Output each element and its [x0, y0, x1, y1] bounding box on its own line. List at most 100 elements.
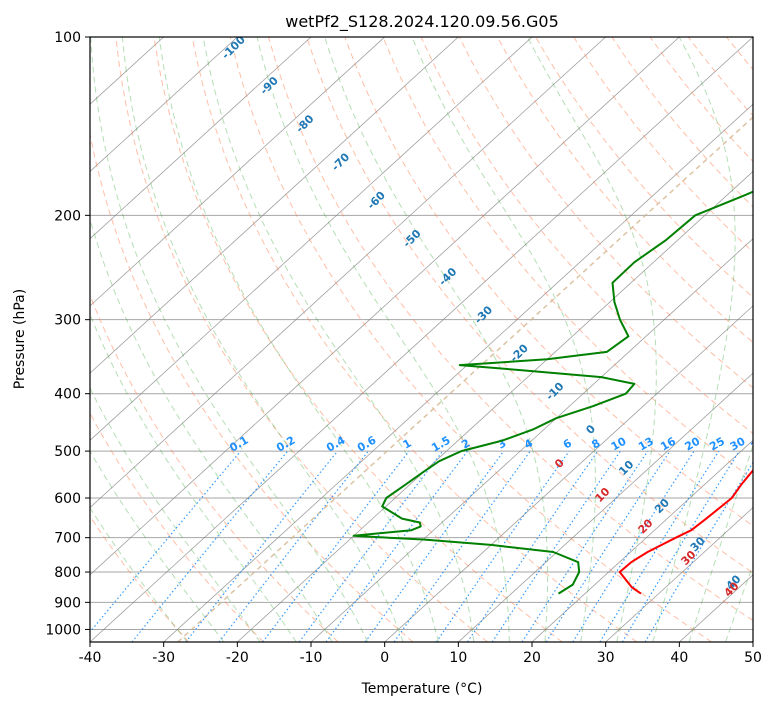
- dry-adiabat-line: [382, 37, 753, 481]
- temperature-profile-line: [618, 468, 753, 595]
- mixing-ratio-line: [435, 450, 570, 642]
- isotherm-line: [163, 103, 753, 642]
- x-tick-label: 10: [449, 650, 467, 666]
- mixing-ratio-line: [521, 450, 649, 642]
- isotherm-line: [310, 238, 753, 642]
- dry-adiabat-label: -10: [543, 380, 566, 403]
- y-tick-label: 900: [54, 595, 81, 611]
- x-axis-label: Temperature (°C): [361, 681, 483, 697]
- y-tick-label: 800: [54, 565, 81, 581]
- dry-adiabat-line: [687, 37, 753, 117]
- dewpoint-profile-line: [352, 190, 753, 595]
- y-tick-label: 600: [54, 491, 81, 507]
- mixing-ratio-label: 6: [561, 436, 574, 451]
- isotherm-line: [90, 37, 606, 509]
- x-tick-label: 50: [744, 650, 762, 666]
- dry-adiabat-line: [535, 37, 753, 298]
- moist-adiabat-line: [90, 217, 333, 642]
- y-tick-label: 400: [54, 387, 81, 403]
- mixing-ratio-line: [545, 450, 671, 642]
- dry-adiabat-label: -90: [258, 74, 281, 97]
- dry-adiabat-line: [496, 37, 753, 344]
- moist-adiabat-line: [411, 37, 596, 642]
- chart-title: wetPf2_S128.2024.120.09.56.G05: [285, 12, 559, 32]
- y-tick-label: 1000: [45, 622, 81, 638]
- mixing-ratio-line: [325, 450, 468, 642]
- x-tick-label: -10: [300, 650, 323, 666]
- saturation-curve-line: [177, 116, 753, 642]
- mixing-ratio-label: 1: [401, 437, 414, 452]
- y-axis-label: Pressure (hPa): [12, 289, 28, 389]
- moist-adiabat-line: [202, 37, 475, 642]
- x-tick-label: -30: [152, 650, 175, 666]
- x-tick-label: 40: [670, 650, 688, 666]
- mixing-ratio-label: 8: [589, 437, 602, 452]
- y-tick-label: 300: [54, 313, 81, 329]
- dry-adiabat-label: -40: [436, 265, 459, 288]
- mixing-ratio-line: [185, 450, 339, 642]
- moist-adiabat-line: [256, 37, 510, 642]
- mixing-ratio-line: [218, 450, 369, 642]
- isotherm-line: [90, 37, 753, 642]
- dry-adiabat-label: -30: [472, 303, 495, 326]
- dry-adiabat-line: [306, 37, 753, 574]
- moist-adiabat-line: [90, 387, 261, 642]
- mixing-ratio-line: [572, 450, 695, 642]
- dry-adiabat-label: 10: [616, 458, 636, 478]
- axis-ticks: -40 -30 -20 -10 0 10 20 30 40 5010020030040050060…: [45, 30, 762, 666]
- sounding-profiles: [352, 190, 753, 595]
- dry-adiabat-line: [90, 515, 190, 642]
- mixing-ratio-line: [621, 450, 740, 642]
- moist-adiabat-line: [90, 450, 225, 642]
- mixing-ratio-line: [491, 450, 621, 642]
- y-tick-label: 100: [54, 30, 81, 46]
- dry-adiabat-line: [765, 37, 775, 642]
- plot-frame: [89, 36, 754, 643]
- dry-adiabat-line: [420, 37, 753, 435]
- moist-adiabat-line: [688, 444, 753, 642]
- mixing-ratio-line: [393, 450, 531, 642]
- x-tick-label: 30: [597, 650, 615, 666]
- mixing-ratio-line: [364, 450, 505, 642]
- x-tick-label: -20: [226, 650, 249, 666]
- isotherm-line: [531, 439, 753, 642]
- mixing-ratio-line: [262, 450, 410, 642]
- isotherm-line: [752, 641, 753, 642]
- moist-adiabat-line: [90, 313, 297, 642]
- line-labels: 0.1 0.2 0.4 0.6 1 1.5 2 3 4 6 8 10 13 16 20 25 30 36-100-…: [219, 37, 768, 600]
- mixing-ratio-label: 36: [748, 434, 768, 453]
- x-tick-label: 20: [523, 650, 541, 666]
- isotherm-line: [605, 507, 753, 642]
- dry-adiabat-label: 20: [652, 496, 672, 516]
- dry-adiabat-line: [229, 37, 712, 642]
- mixing-ratio-line: [131, 450, 289, 642]
- y-tick-label: 200: [54, 208, 81, 224]
- isotherm-line: [458, 372, 753, 642]
- moist-adiabat-line: [725, 563, 753, 642]
- moist-adiabat-line: [90, 37, 369, 642]
- moist-adiabat-line: [324, 37, 549, 642]
- dry-adiabat-label: -50: [400, 227, 423, 250]
- dry-adiabat-line: [649, 37, 753, 163]
- dry-adiabat-line: [90, 412, 264, 642]
- dry-adiabat-label: 0: [583, 422, 598, 437]
- y-tick-label: 700: [54, 531, 81, 547]
- background-lines: [90, 37, 775, 642]
- mixing-ratio-line: [466, 450, 599, 642]
- dry-adiabat-line: [115, 37, 488, 642]
- isotherm-line: [90, 37, 533, 441]
- moist-adiabat-line: [90, 506, 188, 642]
- isotherm-line: [384, 305, 753, 642]
- dry-adiabat-line: [726, 37, 753, 71]
- x-tick-label: -40: [79, 650, 102, 666]
- moist-adiabat-line: [121, 37, 404, 642]
- mixing-ratio-line: [298, 450, 444, 642]
- isotherm-line: [90, 37, 385, 307]
- dry-adiabat-label: -70: [329, 150, 352, 173]
- isotherm-line: [90, 37, 459, 374]
- dry-adiabat-line: [90, 131, 414, 642]
- isotherm-line: [90, 37, 312, 240]
- dry-adiabat-label: -60: [365, 189, 388, 212]
